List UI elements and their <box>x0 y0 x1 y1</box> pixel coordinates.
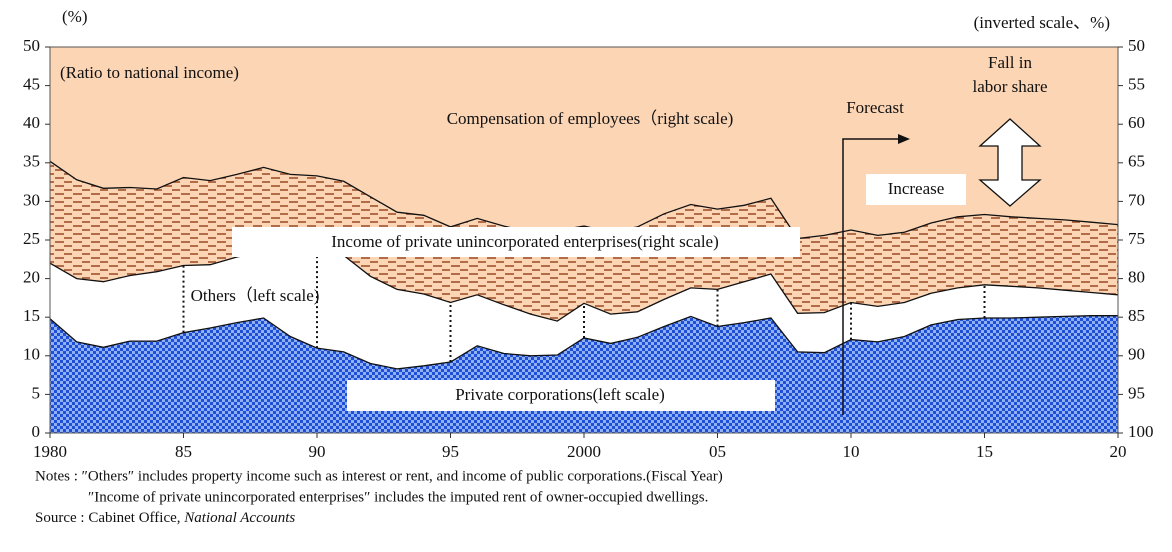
y-tick-label: 35 <box>23 152 40 171</box>
annotation: Increase <box>888 179 945 198</box>
y2-tick-label: 95 <box>1128 383 1145 402</box>
label-box <box>866 174 966 205</box>
x-tick-label: 05 <box>709 442 726 461</box>
y-tick-label: 15 <box>23 306 40 325</box>
area <box>50 47 1118 239</box>
y-axis-label: (%) <box>62 7 87 26</box>
source: Source : Cabinet Office, National Accoun… <box>35 510 295 526</box>
series-label: Private corporations(left scale) <box>455 385 665 404</box>
y-tick-label: 25 <box>23 229 40 248</box>
y2-tick-label: 65 <box>1128 152 1145 171</box>
y-tick-label: 0 <box>32 422 41 441</box>
y2-tick-label: 80 <box>1128 268 1145 287</box>
y2-tick-label: 50 <box>1128 36 1145 55</box>
y-tick-label: 5 <box>32 383 41 402</box>
x-tick-label: 10 <box>843 442 860 461</box>
note: Notes : ″Others″ includes property incom… <box>35 468 723 484</box>
series-label: Compensation of employees（right scale) <box>447 109 734 128</box>
series-label: Income of private unincorporated enterpr… <box>331 232 719 251</box>
x-tick-label: 85 <box>175 442 192 461</box>
annotation: labor share <box>972 77 1047 96</box>
y-tick-label: 10 <box>23 345 40 364</box>
y2-tick-label: 55 <box>1128 75 1145 94</box>
y-tick-label: 45 <box>23 75 40 94</box>
arrow-head <box>898 134 910 144</box>
annotation: Fall in <box>988 53 1032 72</box>
source-title: National Accounts <box>183 510 295 526</box>
annotation: (Ratio to national income) <box>60 63 239 82</box>
y2-tick-label: 85 <box>1128 306 1145 325</box>
y2-tick-label: 100 <box>1128 422 1154 441</box>
x-tick-label: 90 <box>309 442 326 461</box>
y2-axis-label: (inverted scale、%) <box>974 13 1110 32</box>
label-box <box>232 227 800 257</box>
x-tick-label: 1980 <box>33 442 67 461</box>
x-tick-label: 2000 <box>567 442 601 461</box>
double-arrow <box>978 118 1042 207</box>
x-tick-label: 15 <box>976 442 993 461</box>
y2-tick-label: 70 <box>1128 190 1145 209</box>
y-tick-label: 50 <box>23 36 40 55</box>
y2-tick-label: 90 <box>1128 345 1145 364</box>
boundary-line <box>49 160 1119 240</box>
forecast-arrow <box>842 138 900 415</box>
area <box>50 315 1118 433</box>
y2-tick-label: 75 <box>1128 229 1145 248</box>
boundary-line <box>49 250 1119 322</box>
y-tick-label: 20 <box>23 268 40 287</box>
x-tick-label: 20 <box>1110 442 1127 461</box>
source-text: Source : Cabinet Office, <box>35 510 184 526</box>
annotation: Forecast <box>846 98 904 117</box>
y2-tick-label: 60 <box>1128 113 1145 132</box>
note: ″Income of private unincorporated enterp… <box>88 489 708 505</box>
x-tick-label: 95 <box>442 442 459 461</box>
label-box <box>347 380 775 411</box>
series-label: Others（left scale) <box>191 286 320 305</box>
y-tick-label: 40 <box>23 113 40 132</box>
y-tick-label: 30 <box>23 190 40 209</box>
